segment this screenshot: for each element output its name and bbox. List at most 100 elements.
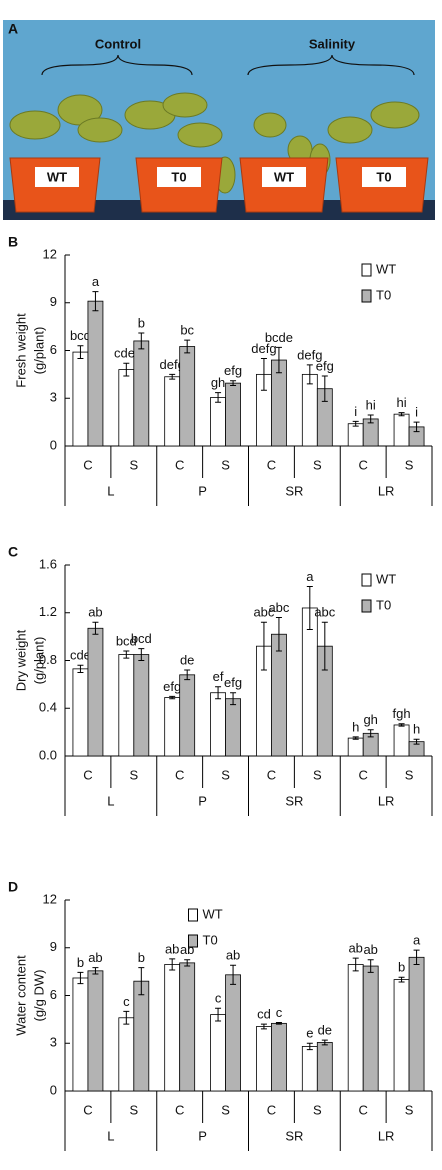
error-bar — [367, 414, 374, 424]
error-bar — [306, 585, 313, 630]
group-label: SR — [285, 793, 303, 808]
legend-swatch — [188, 908, 198, 922]
bar — [316, 1042, 333, 1092]
x-tick-label: S — [405, 457, 414, 472]
group-label: P — [198, 483, 207, 498]
bar — [256, 1026, 272, 1092]
error-bar — [260, 1023, 267, 1030]
bar — [271, 633, 287, 757]
x-tick-label: C — [175, 457, 184, 472]
bar — [87, 300, 104, 447]
bar — [225, 698, 241, 757]
y-tick-label: 0 — [50, 437, 57, 452]
significance-label: a — [92, 274, 100, 289]
bar — [87, 627, 104, 757]
error-bar — [230, 692, 237, 706]
pot-label: T0 — [376, 169, 391, 184]
bar — [72, 977, 89, 1092]
group-label: LR — [378, 1128, 395, 1143]
group-label: SR — [285, 1128, 303, 1143]
significance-label: bcd — [131, 631, 152, 646]
bar — [133, 980, 150, 1092]
y-tick-label: 6 — [50, 987, 57, 1002]
bar — [210, 397, 226, 447]
pot-label: WT — [274, 169, 294, 184]
x-tick-label: C — [83, 1102, 92, 1117]
group-label: P — [198, 1128, 207, 1143]
significance-label: b — [398, 960, 405, 975]
significance-label: efg — [316, 358, 334, 373]
bar — [72, 351, 89, 447]
error-bar — [215, 1007, 222, 1022]
significance-label: i — [415, 405, 418, 420]
brace — [41, 54, 193, 76]
significance-label: b — [138, 315, 145, 330]
x-tick-label: S — [313, 1102, 322, 1117]
legend-label: WT — [376, 571, 396, 586]
significance-label: efg — [163, 679, 181, 694]
error-bar — [230, 380, 237, 387]
x-tick-label: C — [175, 767, 184, 782]
error-bar — [352, 420, 359, 427]
error-bar — [398, 723, 405, 727]
error-bar — [321, 1039, 328, 1046]
significance-label: bcde — [265, 330, 293, 345]
group-label: L — [107, 793, 114, 808]
significance-label: c — [215, 991, 222, 1006]
legend-swatch — [361, 263, 372, 277]
bar — [347, 964, 364, 1092]
bar — [133, 340, 150, 447]
legend-swatch — [361, 289, 372, 303]
error-bar — [92, 967, 99, 975]
group-label: LR — [378, 483, 395, 498]
error-bar — [321, 375, 328, 402]
y-tick-label: 9 — [50, 294, 57, 309]
x-tick-label: C — [83, 457, 92, 472]
significance-label: hi — [366, 397, 376, 412]
bar — [118, 1017, 135, 1092]
error-bar — [77, 345, 84, 359]
y-tick-label: 6 — [50, 342, 57, 357]
bar — [210, 692, 226, 757]
legend-swatch — [361, 573, 372, 587]
legend-label: WT — [203, 906, 223, 921]
y-tick-label: 0.0 — [39, 747, 57, 762]
error-bar — [215, 392, 222, 403]
significance-label: h — [352, 719, 359, 734]
error-bar — [352, 736, 359, 740]
significance-label: abc — [268, 600, 289, 615]
significance-label: defg — [297, 347, 322, 362]
bar — [133, 654, 150, 757]
error-bar — [275, 346, 282, 374]
error-bar — [169, 695, 176, 700]
legend-label: T0 — [376, 597, 391, 612]
significance-label: b — [77, 955, 84, 970]
bar — [393, 724, 410, 757]
error-bar — [123, 650, 130, 659]
y-tick-label: 0.4 — [39, 700, 57, 715]
significance-label: cd — [257, 1007, 271, 1022]
group-label: SR — [285, 483, 303, 498]
plants — [9, 92, 420, 194]
y-tick-label: 3 — [50, 1035, 57, 1050]
bar — [347, 737, 364, 757]
legend-swatch — [361, 599, 372, 613]
y-tick-label: 0.8 — [39, 652, 57, 667]
error-bar — [413, 421, 420, 433]
group-label: L — [107, 483, 114, 498]
error-bar — [398, 976, 405, 983]
significance-label: hi — [397, 395, 407, 410]
significance-label: efg — [224, 675, 242, 690]
significance-label: ab — [363, 942, 377, 957]
group-label: P — [198, 793, 207, 808]
significance-label: c — [123, 994, 130, 1009]
significance-label: ab — [226, 948, 240, 963]
error-bar — [275, 617, 282, 652]
x-tick-label: S — [313, 767, 322, 782]
significance-label: cde — [70, 648, 91, 663]
bar — [179, 962, 196, 1092]
significance-label: h — [413, 722, 420, 737]
x-tick-label: C — [175, 1102, 184, 1117]
x-tick-label: S — [221, 767, 230, 782]
y-axis-label: Water content — [13, 955, 28, 1036]
